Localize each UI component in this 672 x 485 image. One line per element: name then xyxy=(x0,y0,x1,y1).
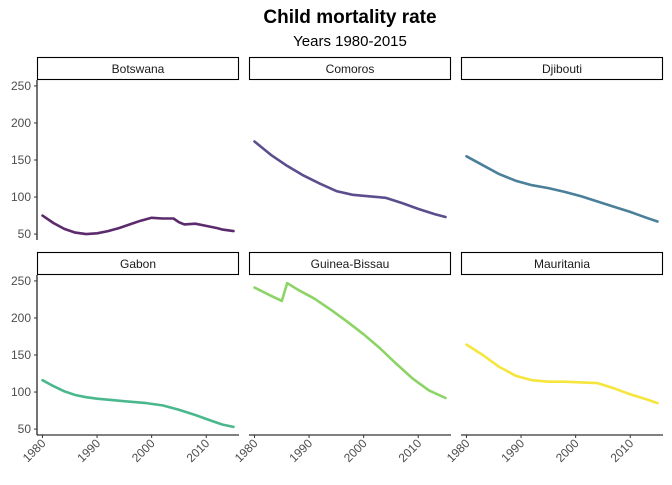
y-tick-label: 50 xyxy=(18,422,32,436)
facet-panel-guinea-bissau: Guinea-Bissau 1980 1990 2000 2010 xyxy=(232,251,452,465)
x-tick-label: 2010 xyxy=(608,436,637,465)
facet-strip xyxy=(248,251,452,276)
x-tick-label: 2000 xyxy=(341,436,370,465)
facet-strip xyxy=(460,251,664,276)
chart-subtitle: Years 1980-2015 xyxy=(293,33,407,50)
x-tick-label: 1990 xyxy=(74,436,103,465)
chart-title: Child mortality rate xyxy=(263,7,436,28)
facet-strip xyxy=(248,56,452,81)
x-tick-label: 2000 xyxy=(553,436,582,465)
facet-strip-label: Djibouti xyxy=(542,62,582,76)
facet-strip-label: Guinea-Bissau xyxy=(311,257,390,271)
facet-panel-comoros: Comoros xyxy=(248,56,452,219)
y-tick-label: 250 xyxy=(11,274,31,288)
series-line xyxy=(465,343,659,405)
facet-strip-label: Botswana xyxy=(112,62,165,76)
facet-panel-gabon: Gabon 50 100 150 200 250 1980 1990 2000 2010 xyxy=(11,251,240,465)
facet-strip xyxy=(36,56,240,81)
facet-panel-mauritania: Mauritania 1980 1990 2000 2010 xyxy=(444,251,664,465)
facet-strip-label: Comoros xyxy=(326,62,375,76)
facet-strip xyxy=(36,251,240,276)
y-tick-label: 200 xyxy=(11,311,31,325)
facet-strip xyxy=(460,56,664,81)
y-tick-label: 100 xyxy=(11,385,31,399)
series-line xyxy=(465,155,659,223)
x-tick-label: 2010 xyxy=(396,436,425,465)
series-line xyxy=(253,281,447,400)
y-tick-label: 100 xyxy=(11,190,31,204)
y-tick-label: 150 xyxy=(11,153,31,167)
series-line xyxy=(253,140,447,219)
y-tick-label: 200 xyxy=(11,116,31,130)
y-tick-label: 150 xyxy=(11,348,31,362)
series-line xyxy=(41,214,235,236)
x-tick-label: 2000 xyxy=(129,436,158,465)
x-tick-label: 1990 xyxy=(498,436,527,465)
x-tick-label: 1990 xyxy=(286,436,315,465)
y-tick-label: 250 xyxy=(11,79,31,93)
facet-panel-djibouti: Djibouti xyxy=(460,56,664,223)
facet-strip-label: Mauritania xyxy=(534,257,590,271)
x-tick-label: 1980 xyxy=(444,436,473,465)
series-line xyxy=(41,378,235,429)
x-tick-label: 1980 xyxy=(20,436,49,465)
facet-panels: Botswana 50 100 150 200 250 Comoros Djibouti Gab… xyxy=(11,56,664,465)
facet-strip-label: Gabon xyxy=(120,257,156,271)
x-tick-label: 2010 xyxy=(184,436,213,465)
x-tick-label: 1980 xyxy=(232,436,261,465)
y-tick-label: 50 xyxy=(18,227,32,241)
facet-panel-botswana: Botswana 50 100 150 200 250 xyxy=(11,56,240,241)
